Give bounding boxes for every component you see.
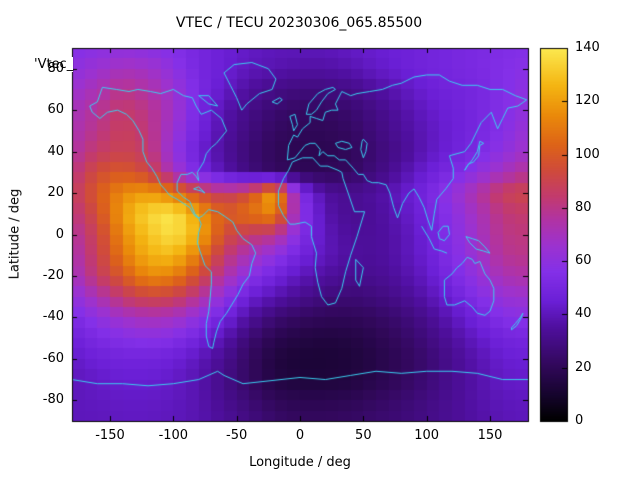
colorbar-tick-label: 120 [575, 93, 600, 109]
x-tick-label: -50 [226, 428, 248, 443]
x-tick-label: 50 [355, 428, 372, 443]
colorbar-tick-label: 80 [575, 199, 592, 215]
x-tick-label: -100 [158, 428, 189, 443]
colorbar-tick-label: 100 [575, 146, 600, 162]
x-tick-label: 150 [477, 428, 503, 443]
y-tick-label: 60 [47, 102, 64, 118]
y-tick-label: -40 [42, 309, 64, 325]
y-tick-label: 0 [55, 226, 64, 242]
y-tick-label: 40 [47, 143, 64, 159]
y-tick-label: -20 [42, 267, 64, 283]
y-tick-label: 80 [47, 60, 64, 76]
x-tick-label: 100 [414, 428, 440, 443]
plot-title: VTEC / TECU 20230306_065.85500 [175, 15, 423, 31]
plot-key-label: 'Vtec_ [34, 57, 74, 72]
y-tick-label: -60 [42, 350, 64, 366]
x-tick-label: -150 [95, 428, 125, 443]
colorbar-tick-label: 140 [575, 40, 600, 55]
colorbar-tick-label: 20 [575, 359, 592, 375]
colorbar-tick-label: 60 [575, 253, 592, 269]
colorbar-tick-label: 0 [575, 413, 584, 428]
x-axis-title: Longitude / deg [249, 455, 351, 470]
y-tick-label: 20 [47, 185, 64, 201]
x-tick-label: 0 [295, 428, 305, 443]
colorbar-tick-label: 40 [575, 306, 592, 322]
y-tick-label: -80 [42, 392, 64, 408]
